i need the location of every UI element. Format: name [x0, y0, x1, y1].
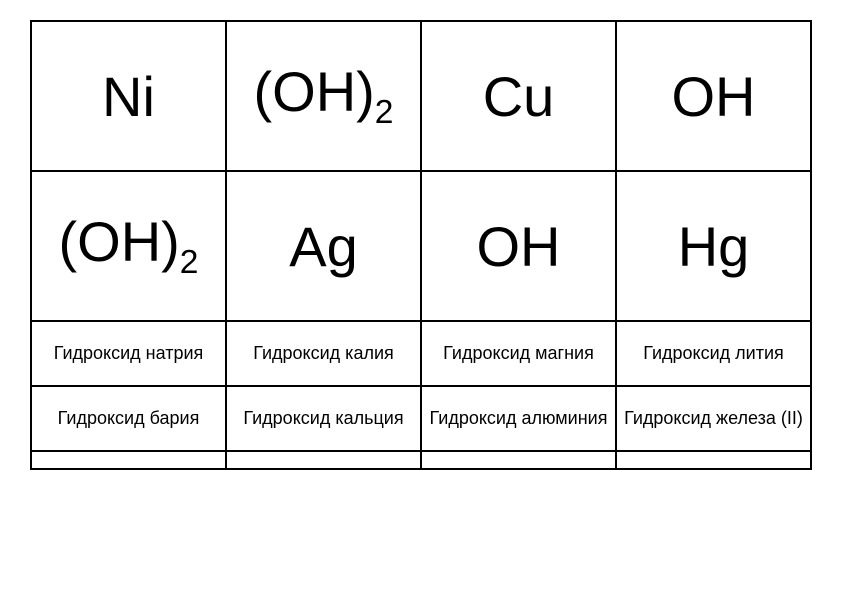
- cell-oh2-alt: (OH)2: [31, 171, 226, 321]
- compound-name: Гидроксид алюминия: [430, 408, 608, 428]
- formula-text: (OH): [59, 210, 180, 273]
- cell-ag: Ag: [226, 171, 421, 321]
- empty-cell: [226, 451, 421, 469]
- chemistry-table: Ni (OH)2 Cu OH (OH)2 Ag OH Hg Гидроксид …: [30, 20, 812, 470]
- formula-row-2: (OH)2 Ag OH Hg: [31, 171, 811, 321]
- subscript: 2: [375, 95, 394, 132]
- compound-name: Гидроксид кальция: [243, 408, 403, 428]
- empty-cell: [421, 451, 616, 469]
- name-row-1: Гидроксид натрия Гидроксид калия Гидрокс…: [31, 321, 811, 386]
- name-row-2: Гидроксид бария Гидроксид кальция Гидрок…: [31, 386, 811, 451]
- cell-lithium-hydroxide: Гидроксид лития: [616, 321, 811, 386]
- cell-oh-alt: OH: [421, 171, 616, 321]
- formula-text: Hg: [678, 215, 750, 278]
- compound-name: Гидроксид лития: [643, 343, 784, 363]
- empty-cell: [31, 451, 226, 469]
- cell-aluminum-hydroxide: Гидроксид алюминия: [421, 386, 616, 451]
- cell-iron-hydroxide: Гидроксид железа (II): [616, 386, 811, 451]
- formula-text: Ni: [102, 65, 155, 128]
- cell-potassium-hydroxide: Гидроксид калия: [226, 321, 421, 386]
- cell-calcium-hydroxide: Гидроксид кальция: [226, 386, 421, 451]
- formula-text: OH: [672, 65, 756, 128]
- cell-oh: OH: [616, 21, 811, 171]
- cell-ni: Ni: [31, 21, 226, 171]
- cell-cu: Cu: [421, 21, 616, 171]
- cell-barium-hydroxide: Гидроксид бария: [31, 386, 226, 451]
- compound-name: Гидроксид натрия: [54, 343, 204, 363]
- formula-text: Cu: [483, 65, 555, 128]
- formula-text: Ag: [289, 215, 358, 278]
- formula-text: (OH): [254, 60, 375, 123]
- compound-name: Гидроксид калия: [253, 343, 394, 363]
- compound-name: Гидроксид магния: [443, 343, 594, 363]
- cell-magnesium-hydroxide: Гидроксид магния: [421, 321, 616, 386]
- cell-oh2: (OH)2: [226, 21, 421, 171]
- cell-sodium-hydroxide: Гидроксид натрия: [31, 321, 226, 386]
- compound-name: Гидроксид железа (II): [624, 408, 803, 428]
- compound-name: Гидроксид бария: [58, 408, 200, 428]
- subscript: 2: [180, 245, 199, 282]
- cell-hg: Hg: [616, 171, 811, 321]
- empty-cell: [616, 451, 811, 469]
- formula-row-1: Ni (OH)2 Cu OH: [31, 21, 811, 171]
- formula-text: OH: [477, 215, 561, 278]
- empty-row: [31, 451, 811, 469]
